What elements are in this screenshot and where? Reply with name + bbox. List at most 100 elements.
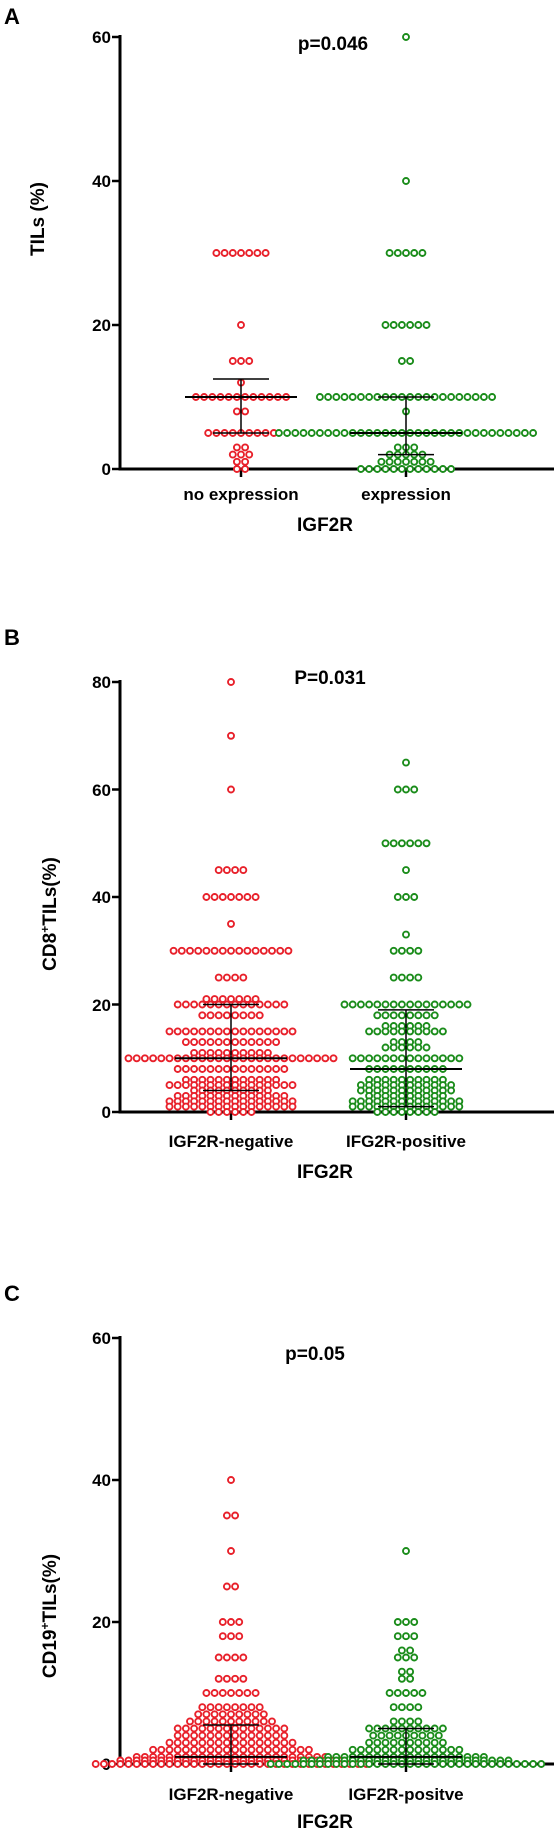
- data-point: [232, 457, 241, 466]
- data-point: [389, 465, 398, 473]
- y-axis-title: CD8+TILs(%): [38, 857, 61, 971]
- data-point: [381, 465, 390, 473]
- data-point: [488, 1760, 497, 1768]
- data-point: [410, 457, 419, 466]
- data-point: [393, 1689, 402, 1697]
- data-point: [173, 1102, 182, 1111]
- data-point: [239, 1653, 248, 1662]
- data-point: [356, 1760, 365, 1768]
- data-point: [214, 1011, 223, 1020]
- data-point: [222, 1582, 231, 1591]
- data-point: [210, 1689, 219, 1697]
- data-point: [410, 1731, 419, 1740]
- data-point: [397, 1646, 406, 1655]
- data-point: [222, 1027, 231, 1036]
- data-point: [422, 1054, 431, 1063]
- data-point: [397, 973, 406, 982]
- data-point: [206, 1011, 215, 1020]
- data-point: [239, 1703, 248, 1712]
- data-point: [214, 1065, 223, 1073]
- data-point: [206, 1731, 215, 1740]
- data-point: [272, 1738, 281, 1747]
- data-point: [426, 457, 435, 466]
- x-category-label: expression: [361, 485, 451, 504]
- y-tick-label: 40: [92, 172, 111, 191]
- data-point: [231, 866, 240, 875]
- data-point: [332, 429, 341, 437]
- p-value-annotation: p=0.05: [285, 1344, 345, 1365]
- data-point: [235, 1710, 244, 1719]
- data-point: [210, 893, 219, 901]
- data-point: [222, 1674, 231, 1683]
- data-point: [241, 443, 250, 452]
- data-point: [218, 995, 227, 1004]
- data-point: [410, 1632, 419, 1641]
- data-point: [239, 1674, 248, 1683]
- data-point: [389, 1011, 398, 1020]
- data-point: [222, 1724, 231, 1733]
- data-point: [206, 1745, 215, 1754]
- data-point: [414, 1717, 423, 1726]
- data-point: [283, 429, 292, 437]
- data-point: [140, 1760, 149, 1768]
- data-point: [430, 1027, 439, 1036]
- data-point: [259, 946, 268, 955]
- data-point: [299, 429, 308, 437]
- data-point: [251, 946, 260, 955]
- data-point: [206, 1703, 215, 1712]
- data-point: [222, 1038, 231, 1047]
- data-point: [251, 1717, 260, 1726]
- data-point: [231, 1108, 240, 1116]
- data-point: [381, 1108, 390, 1116]
- data-point: [426, 1731, 435, 1740]
- data-point: [529, 1760, 538, 1768]
- y-tick-label: 40: [92, 888, 111, 907]
- data-point: [414, 1027, 423, 1036]
- data-point: [447, 465, 456, 473]
- data-point: [228, 249, 237, 257]
- data-point: [422, 465, 431, 473]
- data-point: [288, 1745, 297, 1754]
- data-point: [149, 1054, 158, 1063]
- data-point: [389, 946, 398, 955]
- data-point: [414, 1011, 423, 1020]
- data-point: [198, 1027, 207, 1036]
- data-point: [438, 1000, 447, 1009]
- data-point: [406, 1646, 415, 1655]
- data-point: [389, 1043, 398, 1052]
- data-point: [165, 1738, 174, 1747]
- data-point: [397, 1738, 406, 1747]
- data-point: [340, 393, 349, 401]
- data-point: [381, 1027, 390, 1036]
- data-point: [218, 1710, 227, 1719]
- data-point: [397, 321, 406, 329]
- panel-letter-a: A: [4, 4, 20, 29]
- x-axis-title: IFG2R: [297, 1812, 353, 1832]
- data-point: [406, 1108, 415, 1116]
- data-point: [227, 1689, 235, 1697]
- data-point: [206, 1065, 215, 1073]
- data-point: [274, 429, 283, 437]
- data-point: [315, 1760, 324, 1768]
- data-point: [157, 1760, 166, 1768]
- data-point: [340, 1760, 349, 1768]
- data-point: [406, 839, 415, 848]
- data-point: [393, 1731, 402, 1740]
- data-point: [529, 429, 538, 437]
- data-point: [447, 393, 456, 401]
- data-point: [520, 1760, 529, 1768]
- data-point: [247, 1065, 256, 1073]
- data-point: [222, 1108, 231, 1116]
- data-point: [365, 1760, 374, 1768]
- data-point: [280, 1102, 289, 1111]
- data-point: [389, 1745, 398, 1754]
- data-point: [272, 1731, 281, 1740]
- data-point: [406, 1027, 415, 1036]
- data-point: [455, 1054, 464, 1063]
- data-point: [430, 465, 439, 473]
- panel-b: B P=0.031 CD8+TILs(%) 0 20 40 60 80 IGF2…: [4, 625, 554, 1183]
- data-point: [227, 1632, 235, 1641]
- data-point: [231, 1674, 240, 1683]
- data-point: [463, 1760, 472, 1768]
